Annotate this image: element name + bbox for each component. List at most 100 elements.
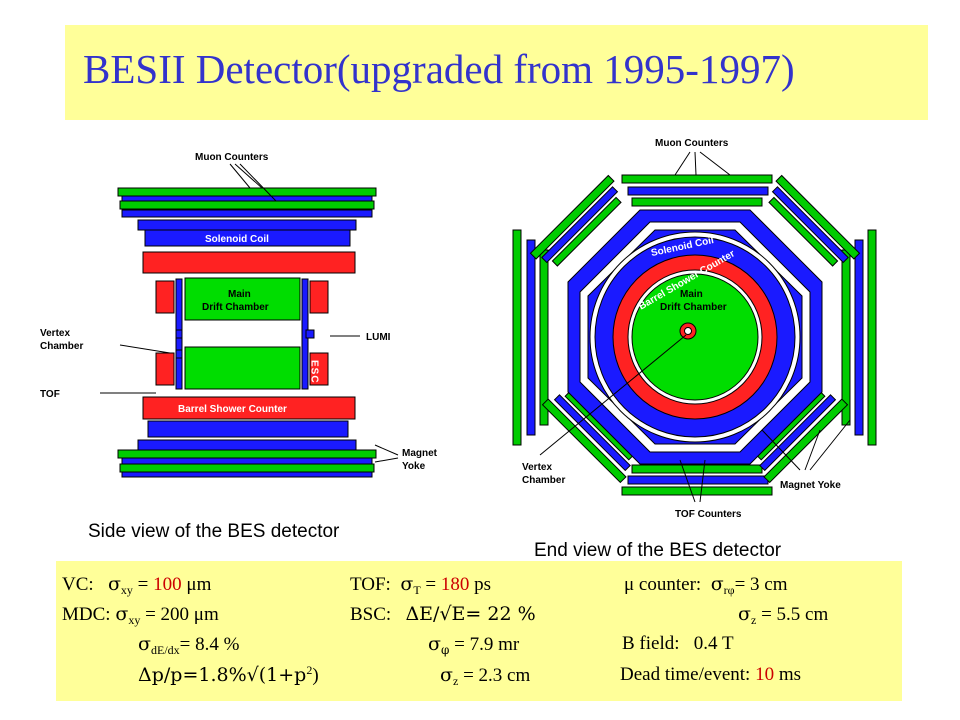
spec-mdc: MDC: σxy = 200 μm	[62, 603, 219, 627]
spec-dead-value: 10	[755, 664, 775, 685]
spec-dp-close: )	[312, 665, 319, 686]
muon-counter-top-2	[119, 200, 375, 210]
spec-tof-label: TOF:	[350, 574, 391, 595]
endcap-shower-right-top	[309, 280, 329, 314]
end-label-main: Main	[680, 289, 703, 300]
muon-top-1	[621, 174, 773, 184]
end-label-muon-counters: Muon Counters	[655, 138, 729, 149]
spec-bfield: B field: 0.4 T	[622, 633, 734, 655]
spec-vc-value: 100	[153, 574, 182, 595]
sigma-symbol: σ	[400, 573, 414, 595]
endcap-shower-left-top	[155, 280, 175, 314]
vertex-ring-inner	[684, 327, 692, 335]
muon-counter-bottom-2	[119, 463, 375, 473]
muon-right-2	[854, 239, 864, 436]
spec-bsc-label: BSC:	[350, 604, 392, 625]
muon-counter-top-1	[117, 187, 377, 197]
specs-panel: VC: σxy = 100 μm TOF: σT = 180 ps μ coun…	[56, 561, 902, 701]
shower-counter-top	[142, 251, 356, 274]
muon-left-3	[539, 249, 549, 426]
vertex-piece-left-b	[175, 349, 183, 359]
drift-chamber-bottom	[184, 346, 301, 390]
end-label-magnet-yoke: Magnet Yoke	[780, 480, 841, 491]
end-label-vertex: Vertex	[522, 462, 552, 473]
muon-left-2	[526, 239, 536, 436]
spec-vc: VC: σxy = 100 μm	[62, 573, 212, 597]
spec-phi-eq: = 7.9 mr	[449, 634, 520, 655]
side-label-chamber: Chamber	[40, 341, 83, 352]
end-view-caption: End view of the BES detector	[534, 540, 782, 561]
spec-tof-unit: ps	[469, 574, 492, 595]
muon-top-3	[631, 197, 763, 207]
spec-bfield-label: B field:	[622, 633, 680, 654]
spec-mdc-unit: μm	[189, 604, 219, 625]
side-label-lumi: LUMI	[366, 332, 391, 343]
spec-phi: σφ = 7.9 mr	[428, 633, 520, 657]
spec-bsc: BSC: ΔE/√E= 22 %	[350, 603, 536, 626]
spec-dead-unit: ms	[774, 664, 801, 685]
muon-bottom-1	[621, 486, 773, 496]
side-label-drift-chamber: Drift Chamber	[202, 302, 269, 313]
yoke-bottom-1	[137, 439, 357, 451]
sigma-symbol: σ	[428, 633, 441, 655]
side-label-tof: TOF	[40, 389, 60, 400]
sigma-symbol: σ	[440, 664, 453, 686]
side-label-solenoid-coil: Solenoid Coil	[205, 234, 269, 245]
sigma-symbol: σ	[115, 603, 129, 625]
spec-tof: TOF: σT = 180 ps	[350, 573, 492, 597]
spec-dead-time: Dead time/event: 10 ms	[620, 664, 801, 686]
sigma-symbol: σ	[107, 573, 121, 595]
drift-chamber-top	[184, 277, 301, 321]
spec-vc-label: VC:	[62, 574, 94, 595]
spec-mu-counter: μ counter: σrφ= 3 cm	[624, 573, 788, 597]
spec-vc-sub: xy	[120, 583, 133, 597]
spec-mu-prefix: μ counter:	[624, 574, 702, 595]
spec-mu-z: σz = 5.5 cm	[738, 603, 828, 627]
side-label-main: Main	[228, 289, 251, 300]
spec-bsc-value: ΔE/√E= 22 %	[405, 603, 536, 625]
yoke-top-2	[121, 209, 373, 218]
muon-top-2	[627, 186, 769, 196]
spec-vc-unit: μm	[181, 574, 212, 595]
spec-mu-sub: rφ	[723, 583, 735, 597]
spec-tof-z-sub: z	[452, 674, 459, 688]
yoke-bottom-2	[121, 457, 373, 465]
end-label-tof-counters: TOF Counters	[675, 509, 742, 520]
muon-bottom-3	[631, 464, 763, 474]
spec-dead-label: Dead time/event:	[620, 664, 756, 685]
side-view-caption: Side view of the BES detector	[88, 521, 340, 542]
spec-dedx-eq: = 8.4 %	[179, 634, 240, 655]
side-label-vertex: Vertex	[40, 328, 70, 339]
yoke-bottom-3	[121, 471, 373, 478]
side-label-muon-counters: Muon Counters	[195, 152, 269, 163]
muon-right-3	[841, 249, 851, 426]
yoke-top-3	[137, 219, 357, 231]
spec-phi-sub: φ	[440, 643, 450, 657]
endcap-shower-left-bottom	[155, 352, 175, 386]
spec-mdc-label: MDC:	[62, 604, 111, 625]
spec-tof-eq: =	[420, 574, 441, 595]
spec-vc-eq: =	[132, 574, 154, 595]
title-bar: BESII Detector(upgraded from 1995-1997)	[65, 25, 928, 120]
spec-tof-value: 180	[440, 574, 470, 595]
muon-counter-bottom-1	[117, 449, 377, 459]
muon-left-1	[512, 229, 522, 446]
spec-mdc-eq: =	[140, 604, 161, 625]
end-label-drift-chamber: Drift Chamber	[660, 302, 727, 313]
slide-title: BESII Detector(upgraded from 1995-1997)	[83, 46, 795, 92]
spec-dp: Δp/p=1.8%√(1+p2)	[138, 663, 319, 687]
spec-tof-z: σz = 2.3 cm	[440, 664, 530, 688]
solenoid-coil-side	[144, 229, 351, 247]
spec-dedx-sub: dE/dx	[150, 643, 180, 657]
spec-dp-sup: 2	[306, 663, 313, 677]
end-view-diagram: Muon Counters Solenoid Coil Barrel Showe…	[500, 130, 890, 530]
end-label-chamber: Chamber	[522, 475, 565, 486]
sigma-symbol: σ	[738, 603, 751, 625]
spec-dp-text: Δp/p=1.8%√(1+p	[138, 664, 307, 686]
muon-bottom-2	[627, 475, 769, 485]
side-label-esc: ESC	[309, 360, 320, 384]
vertex-piece-left	[175, 329, 183, 339]
side-label-yoke: Yoke	[402, 461, 426, 472]
side-view-diagram: Muon Counters Solenoid Coil Main Drift C…	[30, 140, 450, 500]
solenoid-coil-bottom	[147, 420, 349, 438]
